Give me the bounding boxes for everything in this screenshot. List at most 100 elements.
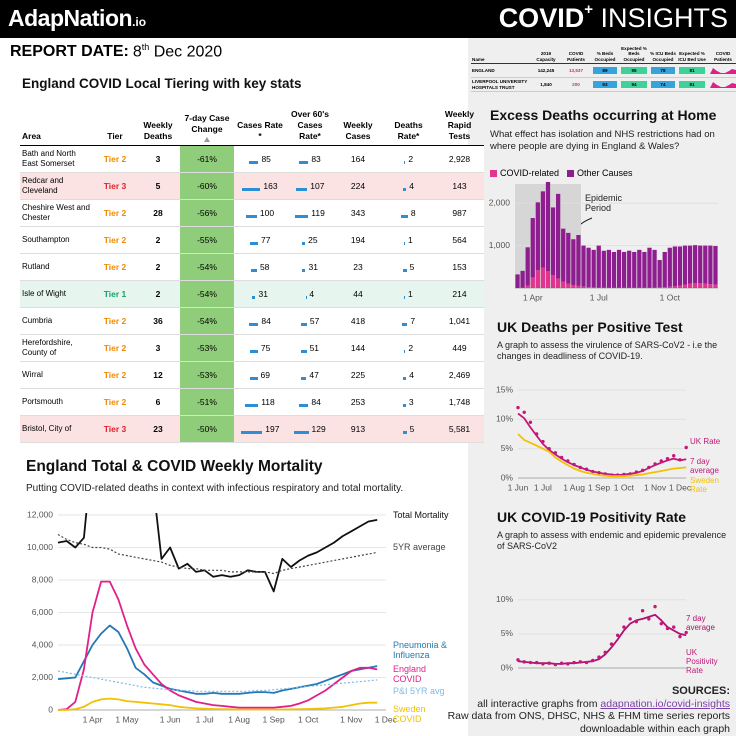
series-label: Total Mortality <box>393 510 449 520</box>
header-bar <box>0 0 736 38</box>
table-cell: 93 <box>591 77 619 92</box>
table-cell: 85 <box>234 145 286 173</box>
cell-text: -55% <box>197 235 217 245</box>
data-point <box>647 617 651 621</box>
sort-icon <box>204 137 210 142</box>
cell-text: 31 <box>258 289 268 299</box>
table-cell: 28 <box>136 199 180 227</box>
table-cell: Bristol, City of <box>20 415 94 443</box>
y-tick-label: 6,000 <box>32 607 54 617</box>
sparkline-cell <box>707 63 736 78</box>
data-point <box>534 660 539 665</box>
bar <box>657 287 662 288</box>
series-line <box>517 412 687 476</box>
data-point <box>591 658 595 663</box>
cell-text: 44 <box>353 289 363 299</box>
table-cell: -56% <box>180 199 234 227</box>
table-cell: 2 <box>382 145 435 173</box>
table-cell: 1 <box>382 280 435 308</box>
table-cell: 81 <box>677 63 707 78</box>
cell-text: 57 <box>309 316 320 326</box>
series-line <box>57 513 378 593</box>
chart-title: England Total & COVID Weekly Mortality <box>26 458 323 475</box>
table-cell: -55% <box>180 226 234 254</box>
column-header: Over 60's Cases Rate* <box>286 96 334 146</box>
table-cell: -50% <box>180 415 234 443</box>
table-cell: LIVERPOOL UNIVERSITY HOSPITALS TRUST <box>471 77 531 92</box>
table-cell: 7 <box>382 307 435 335</box>
bar <box>520 270 525 288</box>
bar <box>606 249 612 288</box>
cell-text: -50% <box>197 424 217 434</box>
bar <box>576 285 581 288</box>
column-header-text: Deaths Rate* <box>394 120 423 141</box>
cell-text: 913 <box>350 424 366 434</box>
data-point <box>615 633 620 637</box>
y-tick-label: 12,000 <box>27 509 53 519</box>
table-cell: 3 <box>382 388 435 416</box>
data-point <box>522 410 526 414</box>
legend-label: Other Causes <box>577 168 633 178</box>
sources-link[interactable]: adapnation.io/covid-insights <box>600 697 730 710</box>
cell-text: 83 <box>311 154 321 164</box>
series-line <box>57 533 378 575</box>
cell-text: Tier 2 <box>103 343 127 353</box>
y-tick-label: 15% <box>496 384 513 394</box>
product-sup: + <box>584 1 593 18</box>
table-row: Portsmouth Tier 2 6 -51% 118 84 253 3 1,748 <box>20 388 484 416</box>
cell-text: 8 <box>410 208 416 218</box>
y-tick-label: 2,000 <box>32 672 54 682</box>
series-line <box>517 613 687 665</box>
data-point <box>578 660 582 664</box>
column-header: COVID Patients <box>707 40 736 64</box>
cell-text: 23 <box>353 262 363 272</box>
y-tick-label: 0% <box>501 662 514 672</box>
report-date: REPORT DATE: 8th Dec 2020 <box>10 42 222 61</box>
sources-line: all interactive graphs from adapnation.i… <box>448 698 730 711</box>
data-point <box>609 642 614 646</box>
cell-text: 36 <box>153 316 163 326</box>
brand: AdapNation.io <box>8 5 146 32</box>
table-cell: 23 <box>136 415 180 443</box>
bar <box>627 250 632 288</box>
cell-text: 163 <box>263 181 278 191</box>
sparkline <box>710 82 736 89</box>
y-tick-label: 5% <box>501 443 514 453</box>
cell-text: 129 <box>311 424 326 434</box>
bar <box>713 246 718 285</box>
series-label: UK Positivity Rate <box>686 648 718 675</box>
table-row: Isle of Wight Tier 1 2 -54% 31 4 44 1 214 <box>20 280 484 308</box>
table-row: Southampton Tier 2 2 -55% 77 25 194 1 564 <box>20 226 484 254</box>
cell-text: Wirral <box>22 370 43 379</box>
cell-text: Herefordshire, County of <box>22 338 73 357</box>
bar <box>708 284 713 288</box>
column-header-text: Over 60's Cases Rate* <box>291 109 329 141</box>
bar <box>550 275 556 288</box>
table-cell: 83 <box>286 145 334 173</box>
bar <box>687 245 693 284</box>
cell-text: 2 <box>155 262 161 272</box>
data-point <box>653 604 657 609</box>
cell-text: Bath and North East Somerset <box>22 149 76 168</box>
cell-text: 5 <box>409 262 415 272</box>
table-cell: 36 <box>136 307 180 335</box>
rate-bar <box>252 296 256 299</box>
table-cell: 144 <box>334 334 382 362</box>
rate-bar <box>249 242 258 245</box>
column-header-text: Tier <box>107 131 123 141</box>
series-line <box>57 580 378 711</box>
cell-text: 214 <box>452 289 467 299</box>
rate-bar <box>401 215 408 218</box>
cell-text: -54% <box>197 316 217 326</box>
table-cell: 58 <box>234 253 286 281</box>
data-point <box>622 625 626 629</box>
bar <box>540 267 546 288</box>
cell-text: 987 <box>452 208 467 218</box>
cell-text: Southampton <box>22 235 70 244</box>
cell-text: 3 <box>155 154 161 164</box>
bar <box>667 286 672 288</box>
column-header: COVID Patients <box>561 40 591 64</box>
legend-item: COVID-related <box>490 168 559 178</box>
data-point <box>634 619 639 624</box>
